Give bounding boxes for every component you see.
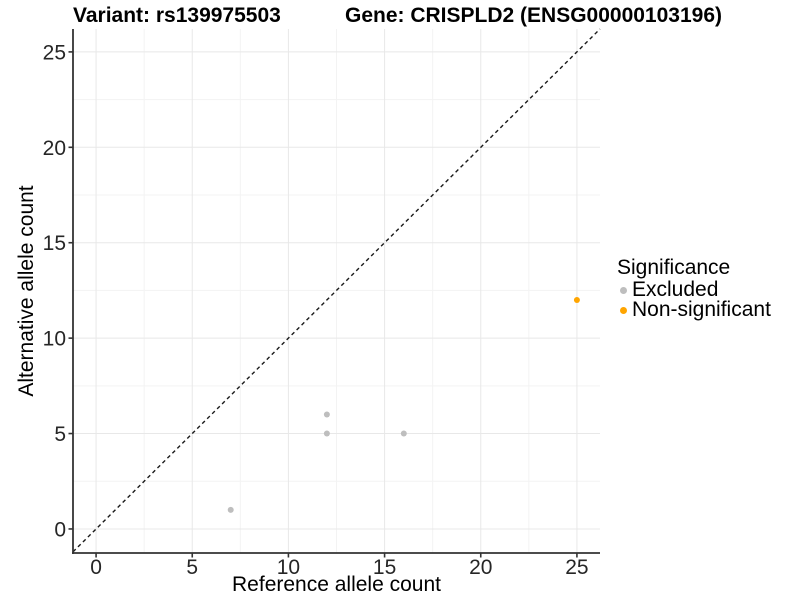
y-tick-label: 25 (43, 41, 66, 64)
data-point (323, 430, 330, 437)
legend-title: Significance (617, 256, 731, 279)
y-axis-title: Alternative allele count (15, 185, 38, 397)
legend-item: Excluded (617, 278, 771, 301)
plot-title-variant: Variant: rs139975503 (73, 4, 281, 27)
x-tick-label: 5 (186, 556, 198, 579)
legend-label: Non-significant (632, 298, 771, 321)
x-tick-label: 15 (373, 556, 396, 579)
y-tick-label: 10 (43, 328, 66, 351)
plot-title-gene: Gene: CRISPLD2 (ENSG00000103196) (345, 4, 723, 27)
y-tick-label: 5 (54, 423, 66, 446)
x-axis-title: Reference allele count (232, 573, 441, 596)
legend-item: Non-significant (617, 298, 771, 321)
y-tick-label: 0 (54, 518, 66, 541)
data-point (323, 411, 330, 418)
legend-key-dot-icon (620, 306, 627, 314)
data-point (573, 296, 580, 303)
x-tick-label: 0 (90, 556, 102, 579)
y-tick-label: 15 (43, 232, 66, 255)
x-tick-label: 10 (277, 556, 300, 579)
data-point (400, 430, 407, 437)
x-tick-label: 20 (469, 556, 492, 579)
identity-dashed-line (72, 28, 601, 553)
legend: Significance Excluded Non-significant (617, 256, 771, 321)
legend-label: Excluded (632, 278, 719, 301)
x-tick-label: 25 (565, 556, 588, 579)
legend-items: Excluded Non-significant (617, 278, 771, 321)
legend-key-dot-icon (620, 286, 627, 294)
y-tick-label: 20 (43, 137, 66, 160)
data-point (227, 506, 234, 513)
